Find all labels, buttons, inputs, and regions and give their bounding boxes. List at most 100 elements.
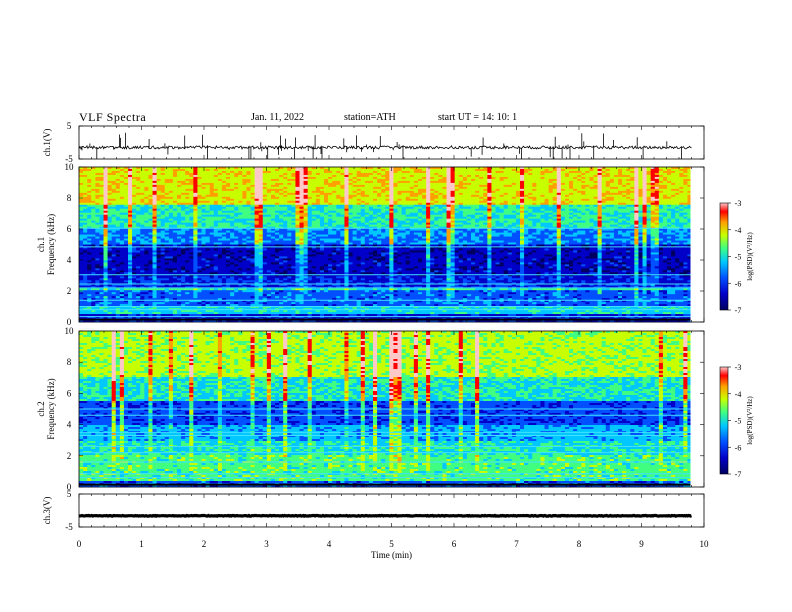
spectrogram-cell xyxy=(160,172,166,176)
spectrogram-cell xyxy=(197,170,202,174)
spectrogram-cell xyxy=(128,194,133,198)
spectrogram-cell xyxy=(283,186,288,190)
spectrogram-cell xyxy=(683,200,688,204)
spectrogram-cell xyxy=(332,190,337,194)
spectrogram-cell xyxy=(270,202,276,206)
spectrogram-cell xyxy=(626,200,631,204)
spectrogram-cell xyxy=(336,210,341,214)
spectrogram-cell xyxy=(520,167,525,170)
spectrogram-cell xyxy=(189,202,194,206)
spectrogram-cell xyxy=(413,180,419,184)
spectrogram-cell xyxy=(552,198,558,202)
spectrogram-cell xyxy=(646,204,652,208)
spectrogram-cell xyxy=(189,178,194,182)
spectrogram-cell xyxy=(189,212,194,216)
spectrogram-cell xyxy=(156,188,162,192)
spectrogram-cell xyxy=(258,200,264,204)
spectrogram-cell xyxy=(556,176,562,180)
spectrogram-cell xyxy=(148,184,153,188)
spectrogram-cell xyxy=(524,172,529,176)
spectrogram-cell xyxy=(128,184,133,188)
spectrogram-cell xyxy=(544,174,549,178)
spectrogram-cell xyxy=(115,180,121,184)
spectrogram-cell xyxy=(544,188,549,192)
spectrogram-cell xyxy=(213,176,219,180)
spectrogram-cell xyxy=(148,186,153,190)
spectrogram-cell xyxy=(442,180,447,184)
spectrogram-cell xyxy=(172,184,178,188)
spectrogram-cell xyxy=(364,168,370,172)
spectrogram-cell xyxy=(569,170,574,174)
spectrogram-cell xyxy=(430,186,435,190)
spectrogram-cell xyxy=(524,182,529,186)
spectrogram-cell xyxy=(242,180,247,184)
spectrogram-cell xyxy=(221,184,227,188)
spectrogram-cell xyxy=(262,182,268,186)
spectrogram-cell xyxy=(348,212,353,216)
spectrogram-cell xyxy=(99,168,104,172)
spectrogram-cell xyxy=(221,210,227,214)
spectrogram-cell xyxy=(515,212,521,216)
spectrogram-cell xyxy=(593,174,598,178)
spectrogram-cell xyxy=(495,172,500,176)
spectrogram-cell xyxy=(181,194,186,198)
spectrogram-cell xyxy=(287,186,292,190)
spectrogram-cell xyxy=(393,210,398,214)
spectrogram-cell xyxy=(205,208,211,212)
spectrogram-cell xyxy=(442,172,447,176)
spectrogram-cell xyxy=(466,210,472,214)
spectrogram-cell xyxy=(250,210,255,214)
spectrogram-cell xyxy=(577,206,582,210)
spectrogram-cell xyxy=(172,182,178,186)
spectrogram-cell xyxy=(291,200,296,204)
spectrogram-cell xyxy=(462,204,468,208)
spectrogram-cell xyxy=(499,206,505,210)
spectrogram-cell xyxy=(226,188,231,192)
spectrogram-cell xyxy=(389,176,394,180)
spectrogram-cell xyxy=(515,168,521,172)
spectrogram-cell xyxy=(258,174,264,178)
spectrogram-cell xyxy=(266,208,272,212)
spectrogram-cell xyxy=(319,176,325,180)
spectrogram-cell xyxy=(79,208,84,212)
spectrogram-cell xyxy=(417,174,423,178)
spectrogram-cell xyxy=(193,192,198,196)
spectrogram-cell xyxy=(642,194,647,198)
spectrogram-cell xyxy=(667,200,672,204)
spectrogram-cell xyxy=(520,186,525,190)
spectrogram-cell xyxy=(295,167,300,170)
spectrogram-cell xyxy=(479,194,484,198)
spectrogram-cell xyxy=(458,188,464,192)
spectrogram-cell xyxy=(634,208,639,212)
spectrogram-cell xyxy=(128,167,133,170)
spectrogram-cell xyxy=(217,170,223,174)
spectrogram-cell xyxy=(364,194,370,198)
spectrogram-cell xyxy=(368,192,374,196)
spectrogram-cell xyxy=(107,184,113,188)
spectrogram-cell xyxy=(409,206,415,210)
spectrogram-cell xyxy=(307,190,313,194)
spectrogram-cell xyxy=(446,170,451,174)
spectrogram-cell xyxy=(177,202,182,206)
spectrogram-cell xyxy=(430,212,435,216)
spectrogram-cell xyxy=(426,167,431,170)
spectrogram-cell xyxy=(119,168,125,172)
spectrogram-cell xyxy=(201,198,206,202)
spectrogram-cell xyxy=(181,198,186,202)
spectrogram-cell xyxy=(307,206,313,210)
spectrogram-cell xyxy=(540,204,545,208)
spectrogram-cell xyxy=(160,180,166,184)
spectrogram-cell xyxy=(491,206,496,210)
spectrogram-cell xyxy=(270,182,276,186)
spectrogram-cell xyxy=(197,204,202,208)
spectrogram-cell xyxy=(164,184,170,188)
spectrogram-cell xyxy=(79,184,84,188)
spectrogram-cell xyxy=(654,204,660,208)
spectrogram-cell xyxy=(123,190,129,194)
spectrogram-cell xyxy=(332,194,337,198)
spectrogram-cell xyxy=(340,198,345,202)
spectrogram-cell xyxy=(573,190,578,194)
spectrogram-cell xyxy=(401,196,407,200)
spectrogram-cell xyxy=(413,190,419,194)
spectrogram-cell xyxy=(123,210,129,214)
